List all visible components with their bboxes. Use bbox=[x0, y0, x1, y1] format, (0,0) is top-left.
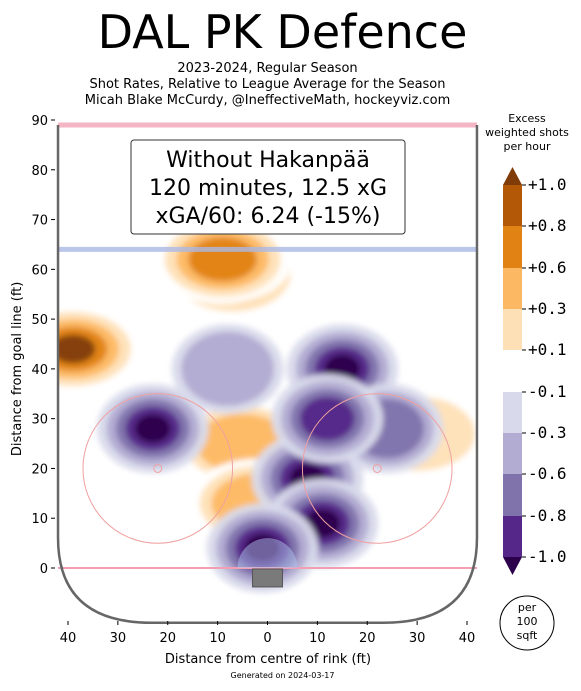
y-tick-label-9: 90 bbox=[31, 114, 48, 129]
x-tick-label-5: 10 bbox=[309, 631, 326, 646]
colorbar-label-6: -0.3 bbox=[528, 423, 567, 442]
x-tick-label-2: 20 bbox=[159, 631, 176, 646]
colorbar-label-1: +0.8 bbox=[528, 216, 567, 235]
colorbar-title-3: per hour bbox=[504, 140, 551, 153]
chart-title: DAL PK Defence bbox=[97, 5, 468, 59]
subtitle-line-3: Micah Blake McCurdy, @IneffectiveMath, h… bbox=[84, 93, 451, 108]
colorbar-label-9: -1.0 bbox=[528, 547, 567, 566]
colorbar-band-1 bbox=[503, 185, 522, 226]
x-tick-label-4: 0 bbox=[263, 631, 271, 646]
colorbar-label-4: +0.1 bbox=[528, 340, 567, 359]
x-tick-label-3: 10 bbox=[209, 631, 226, 646]
rink-layer: Without Hakanpää 120 minutes, 12.5 xG xGA/… bbox=[56, 122, 479, 625]
heat-contour-1-3 bbox=[188, 237, 257, 282]
heat-contour-2-4 bbox=[58, 334, 96, 364]
colorbar-band-9 bbox=[503, 516, 522, 557]
annotation-line-2: 120 minutes, 12.5 xG bbox=[149, 176, 387, 201]
y-tick-label-7: 70 bbox=[31, 214, 48, 229]
y-tick-label-4: 40 bbox=[31, 363, 48, 378]
y-tick-label-5: 50 bbox=[31, 313, 48, 328]
goal-net bbox=[252, 568, 283, 588]
unit-label-3: sqft bbox=[517, 629, 538, 642]
unit-circle bbox=[499, 595, 555, 651]
axes-layer: 40 30 20 10 0 10 20 30 40 0 10 20 30 40 50 60 70 80 90 Dist… bbox=[10, 114, 475, 667]
subtitle-line-1: 2023-2024, Regular Season bbox=[177, 61, 358, 76]
heat-contour-13-1 bbox=[181, 331, 274, 407]
y-tick-label-0: 0 bbox=[40, 562, 48, 577]
colorbar-top-extension bbox=[503, 167, 522, 185]
colorbar-band-5 bbox=[503, 350, 522, 392]
y-tick-label-1: 10 bbox=[31, 512, 48, 527]
heat-contour-6-4 bbox=[134, 414, 171, 443]
y-axis-label: Distance from goal line (ft) bbox=[10, 282, 25, 456]
right-faceoff-dot bbox=[372, 463, 382, 473]
colorbar-band-6 bbox=[503, 392, 522, 433]
heat-contour-12-3 bbox=[299, 396, 355, 441]
x-tick-label-7: 30 bbox=[409, 631, 426, 646]
x-tick-label-8: 40 bbox=[459, 631, 476, 646]
y-tick-label-3: 30 bbox=[31, 413, 48, 428]
y-tick-label-2: 20 bbox=[31, 462, 48, 477]
x-tick-label-0: 40 bbox=[60, 631, 77, 646]
y-tick-label-6: 60 bbox=[31, 263, 48, 278]
annotation-box bbox=[130, 139, 406, 235]
left-faceoff-dot bbox=[153, 463, 163, 473]
heatmap-blobs bbox=[58, 214, 477, 593]
x-tick-label-1: 30 bbox=[110, 631, 127, 646]
colorbar-label-8: -0.8 bbox=[528, 506, 567, 525]
generated-date: Generated on 2024-03-17 bbox=[230, 671, 335, 680]
colorbar-band-3 bbox=[503, 268, 522, 309]
x-axis-label: Distance from centre of rink (ft) bbox=[165, 652, 371, 667]
colorbar-label-3: +0.3 bbox=[528, 299, 567, 318]
colorbar-title-2: weighted shots bbox=[485, 126, 569, 139]
chart-subtitle: 2023-2024, Regular Season Shot Rates, Re… bbox=[0, 61, 535, 109]
colorbar-band-2 bbox=[503, 226, 522, 268]
colorbar-label-7: -0.6 bbox=[528, 464, 567, 483]
colorbar-bottom-extension bbox=[503, 557, 522, 575]
left-faceoff-circle bbox=[82, 393, 234, 544]
colorbar-label-0: +1.0 bbox=[528, 175, 567, 194]
colorbar-band-8 bbox=[503, 474, 522, 516]
annotation-line-3: xGA/60: 6.24 (-15%) bbox=[156, 204, 381, 229]
colorbar-band-7 bbox=[503, 433, 522, 474]
colorbar-label-5: -0.1 bbox=[528, 382, 567, 401]
y-tick-label-8: 80 bbox=[31, 164, 48, 179]
unit-label-2: 100 bbox=[517, 615, 538, 628]
right-faceoff-circle bbox=[301, 393, 453, 544]
colorbar-label-2: +0.6 bbox=[528, 258, 567, 277]
x-tick-label-6: 20 bbox=[359, 631, 376, 646]
goal-crease bbox=[237, 538, 298, 568]
colorbar-band-4 bbox=[503, 309, 522, 350]
unit-label-1: per bbox=[518, 601, 537, 614]
subtitle-line-2: Shot Rates, Relative to League Average f… bbox=[89, 77, 446, 92]
annotation-line-1: Without Hakanpää bbox=[166, 148, 370, 173]
colorbar-title-1: Excess bbox=[508, 112, 546, 125]
